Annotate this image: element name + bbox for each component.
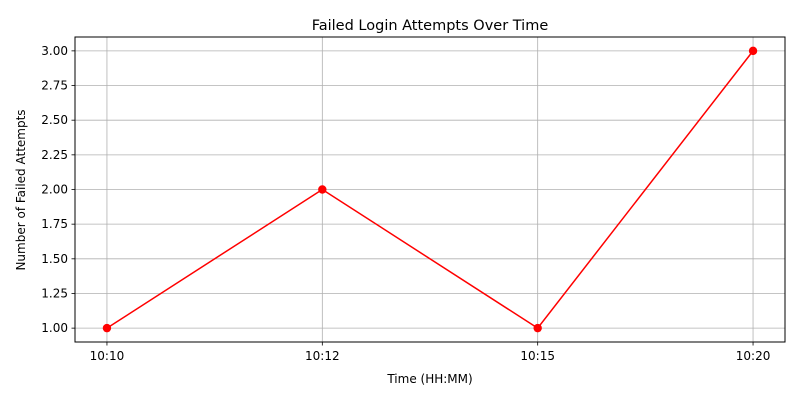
y-tick-label: 1.00 (41, 321, 68, 335)
grid (75, 37, 785, 342)
data-point (102, 323, 112, 333)
chart-title: Failed Login Attempts Over Time (312, 18, 549, 34)
x-axis-label: Time (HH:MM) (386, 372, 472, 386)
y-tick-label: 3.00 (41, 44, 68, 58)
data-point (533, 323, 542, 333)
series-line (106, 50, 754, 330)
y-tick-label: 2.00 (41, 183, 68, 197)
y-tick-label: 2.50 (41, 113, 68, 127)
y-tick-label: 2.75 (41, 79, 68, 93)
y-axis-label: Number of Failed Attempts (14, 109, 28, 270)
y-tick-label: 2.25 (41, 148, 68, 162)
y-tick-label: 1.50 (41, 252, 68, 266)
x-tick-label: 10:12 (305, 349, 340, 363)
plot-frame (74, 36, 786, 343)
x-tick-label: 10:10 (90, 349, 125, 363)
x-axis-ticks: 10:10 10:12 10:15 10:20 (90, 342, 771, 363)
y-tick-label: 1.25 (41, 286, 68, 300)
data-point (748, 46, 758, 56)
x-tick-label: 10:20 (736, 349, 771, 363)
data-point (318, 185, 327, 194)
y-tick-label: 1.75 (41, 217, 68, 231)
x-tick-label: 10:15 (520, 349, 555, 363)
data-series (102, 46, 758, 333)
y-axis-ticks: 1.00 1.25 1.50 1.75 2.00 2.25 2.50 2.75 3.00 (41, 44, 75, 335)
